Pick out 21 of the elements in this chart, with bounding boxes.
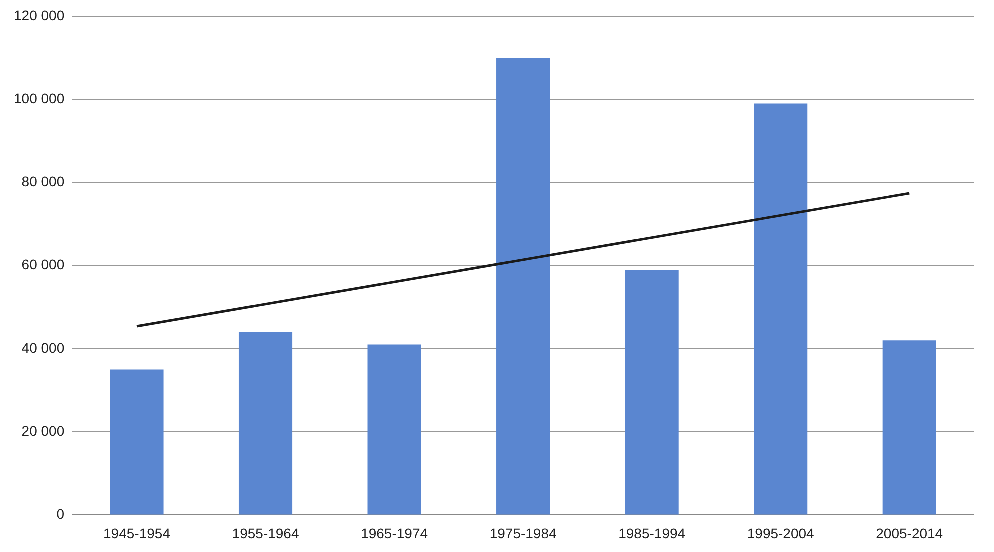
x-tick-label: 1975-1984: [490, 525, 557, 542]
bar: [238, 332, 293, 515]
y-tick-label: 60 000: [22, 256, 65, 273]
bar: [368, 344, 422, 515]
x-tick-label: 2005-2014: [876, 525, 944, 542]
y-tick-label: 120 000: [14, 7, 65, 24]
y-tick-label: 40 000: [22, 340, 65, 356]
y-tick-label: 20 000: [22, 422, 65, 439]
x-tick-label: 1965-1974: [361, 525, 428, 542]
bar: [882, 340, 936, 515]
y-tick-label: 0: [56, 506, 65, 522]
y-tick-label: 100 000: [14, 90, 65, 106]
x-tick-label: 1945-1954: [104, 525, 171, 542]
bar: [625, 270, 679, 515]
bar: [110, 370, 164, 515]
x-tick-label: 1985-1994: [618, 525, 686, 542]
x-tick-label: 1995-2004: [747, 525, 815, 542]
bar: [754, 104, 808, 515]
y-tick-label: 80 000: [22, 174, 65, 190]
x-tick-label: 1955-1964: [232, 525, 300, 542]
bar: [496, 58, 550, 515]
